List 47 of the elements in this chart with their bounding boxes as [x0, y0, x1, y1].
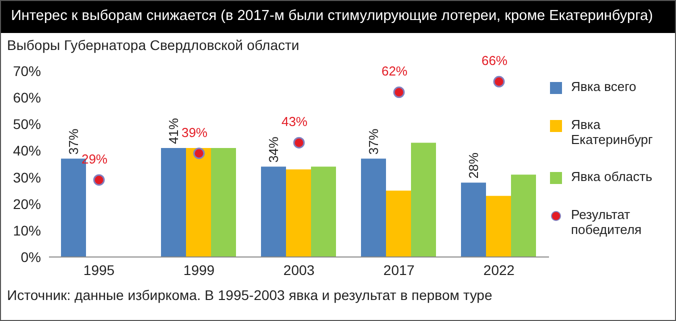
point [93, 174, 105, 186]
bar [511, 174, 536, 257]
legend-label: Явка Екатеринбург [571, 117, 654, 147]
chart-subtitle: Выборы Губернатора Свердловской области [6, 36, 300, 53]
bar [186, 148, 211, 257]
bar [361, 158, 386, 257]
legend-label: Явка всего [571, 79, 638, 94]
text: Источник: данные избиркома. В 1995-2003 явка и результат в первом туре [6, 286, 494, 303]
point [193, 148, 205, 160]
chart-title: Интерес к выборам снижается (в 2017-м были стимулирующие лотереи, кроме Екатеринбурга) [1, 1, 675, 33]
bar [311, 166, 336, 257]
point [393, 86, 405, 98]
x-tick-label: 2003 [283, 262, 315, 278]
point [493, 76, 505, 88]
data-label: 28% [466, 152, 481, 179]
y-tick-label: 70% [12, 62, 41, 79]
y-tick-label: 30% [12, 169, 41, 186]
x-tick-label: 2017 [383, 262, 415, 278]
data-label: 39% [181, 124, 208, 140]
bar [286, 169, 311, 257]
x-tick-label: 1995 [83, 262, 115, 278]
data-label: 34% [266, 136, 281, 163]
data-label: 62% [381, 64, 408, 79]
point [293, 136, 305, 148]
data-label: 66% [481, 53, 508, 68]
data-label: 43% [281, 114, 308, 130]
bar [411, 142, 436, 257]
data-label: 37% [66, 128, 81, 155]
data-label: 37% [366, 128, 381, 155]
y-tick-label: 10% [12, 222, 41, 238]
data-label: 41% [166, 118, 181, 144]
bar [211, 148, 236, 257]
bar [461, 182, 486, 257]
x-tick-label: 1999 [183, 262, 215, 278]
x-tick-label: 2022 [483, 262, 515, 278]
bar [486, 196, 511, 257]
bar [386, 190, 411, 257]
y-tick-label: 20% [12, 196, 41, 212]
bar [161, 148, 186, 257]
legend-label: Явка область [571, 169, 654, 184]
y-tick-label: 0% [20, 248, 41, 265]
data-label: 29% [81, 151, 108, 166]
bar [261, 166, 286, 257]
y-tick-label: 60% [12, 90, 41, 106]
y-tick-label: 50% [12, 116, 41, 132]
y-tick-label: 40% [12, 142, 41, 159]
legend-label: Результат победителя [571, 207, 643, 237]
